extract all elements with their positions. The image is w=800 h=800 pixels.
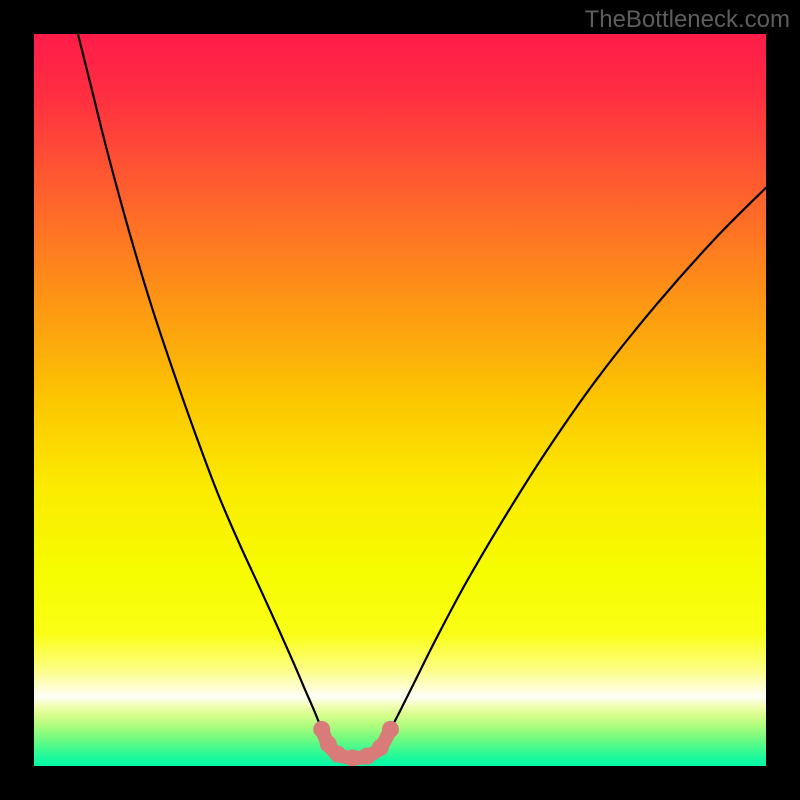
bottom-accent-marker bbox=[313, 721, 330, 738]
bottom-accent-marker bbox=[329, 746, 346, 763]
bottom-accent-marker bbox=[344, 749, 361, 766]
bottom-accent-marker bbox=[382, 721, 399, 738]
bottom-accent-marker bbox=[372, 739, 389, 756]
watermark-text: TheBottleneck.com bbox=[585, 6, 790, 34]
stage: TheBottleneck.com bbox=[0, 0, 800, 800]
chart-background bbox=[34, 34, 766, 766]
bottleneck-chart bbox=[34, 34, 766, 766]
